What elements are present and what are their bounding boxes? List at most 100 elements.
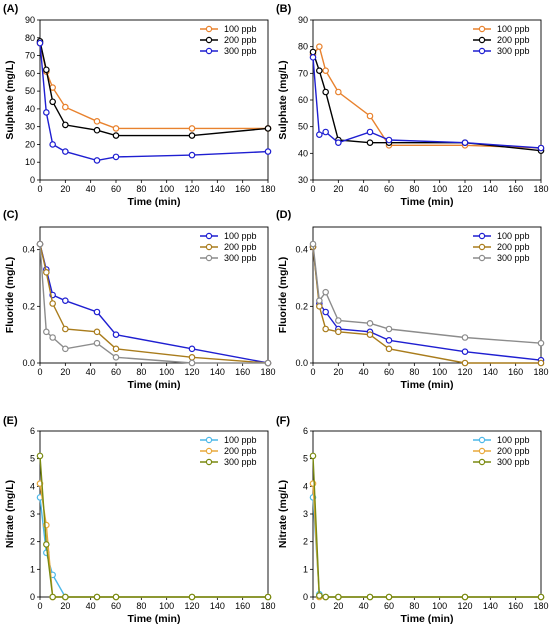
x-tick-label: 60 bbox=[384, 184, 394, 194]
legend-label: 100 ppb bbox=[497, 435, 530, 445]
legend-entry: 200 ppb bbox=[200, 242, 257, 252]
data-point bbox=[366, 320, 374, 327]
data-point bbox=[93, 328, 101, 336]
series-3 bbox=[309, 54, 545, 152]
series-line bbox=[312, 246, 542, 361]
legend-label: 300 ppb bbox=[224, 253, 257, 263]
x-tick-label: 120 bbox=[457, 367, 472, 377]
chart-panel-1: (A) 0 20 40 60 80 100 120 140 160 180 0 10 20 30 40 50 60… bbox=[3, 3, 276, 208]
y-tick-label: 30 bbox=[25, 122, 35, 132]
x-tick-label: 60 bbox=[111, 367, 121, 377]
y-tick-label: 90 bbox=[25, 15, 35, 25]
data-point bbox=[366, 128, 374, 136]
legend-label: 300 ppb bbox=[497, 253, 530, 263]
series-1 bbox=[309, 494, 545, 601]
plot-frame bbox=[312, 226, 542, 364]
legend-marker bbox=[205, 458, 213, 466]
data-point bbox=[316, 131, 323, 138]
x-tick-label: 40 bbox=[359, 184, 369, 194]
legend-label: 200 ppb bbox=[224, 242, 257, 252]
x-axis-label: Time (min) bbox=[128, 379, 181, 391]
series-3 bbox=[309, 452, 545, 601]
legend-entry: 100 ppb bbox=[200, 435, 257, 445]
x-axis-label: Time (min) bbox=[401, 379, 454, 391]
y-tick-label: 0.2 bbox=[295, 301, 308, 311]
y-tick-label: 6 bbox=[30, 426, 35, 436]
series-2 bbox=[36, 480, 272, 601]
legend-label: 300 ppb bbox=[497, 46, 530, 56]
data-point bbox=[264, 359, 272, 367]
data-point bbox=[36, 452, 44, 460]
data-point bbox=[309, 54, 317, 61]
series-3 bbox=[36, 240, 272, 367]
data-point bbox=[322, 128, 329, 136]
x-tick-label: 80 bbox=[409, 367, 419, 377]
legend-marker bbox=[205, 243, 213, 251]
y-tick-label: 1 bbox=[303, 564, 308, 574]
data-point bbox=[309, 452, 317, 460]
x-tick-label: 40 bbox=[86, 601, 96, 611]
data-point bbox=[385, 337, 393, 344]
legend-marker bbox=[205, 25, 213, 33]
data-point bbox=[62, 297, 69, 304]
x-tick-label: 120 bbox=[184, 184, 199, 194]
x-tick-label: 120 bbox=[184, 367, 199, 377]
series-line bbox=[39, 483, 268, 598]
y-axis-label: Sulphate (mg/L) bbox=[4, 60, 16, 139]
y-axis-label: Nitrate (mg/L) bbox=[277, 480, 289, 548]
legend-entry: 300 ppb bbox=[473, 253, 530, 263]
x-tick-label: 40 bbox=[86, 367, 96, 377]
data-point bbox=[366, 139, 374, 146]
legend-label: 300 ppb bbox=[224, 46, 257, 56]
series-1 bbox=[36, 494, 272, 601]
series-line bbox=[39, 497, 268, 598]
data-point bbox=[366, 331, 374, 338]
data-point bbox=[188, 345, 196, 353]
y-tick-label: 60 bbox=[25, 68, 35, 78]
data-point bbox=[461, 359, 469, 367]
x-tick-label: 20 bbox=[60, 601, 70, 611]
data-point bbox=[112, 132, 120, 139]
x-tick-label: 120 bbox=[457, 601, 472, 611]
legend-label: 200 ppb bbox=[497, 242, 530, 252]
series-3 bbox=[36, 39, 272, 164]
data-point bbox=[49, 593, 56, 601]
data-point bbox=[62, 103, 69, 111]
x-tick-label: 60 bbox=[384, 367, 394, 377]
plot-frame bbox=[39, 19, 269, 181]
data-point bbox=[335, 139, 342, 146]
x-tick-label: 140 bbox=[483, 367, 498, 377]
y-tick-label: 20 bbox=[25, 139, 35, 149]
legend-label: 100 ppb bbox=[497, 24, 530, 34]
x-tick-label: 80 bbox=[136, 601, 146, 611]
legend-marker bbox=[205, 447, 213, 455]
x-tick-label: 140 bbox=[210, 601, 225, 611]
x-tick-label: 100 bbox=[159, 367, 174, 377]
y-tick-label: 80 bbox=[25, 33, 35, 43]
x-tick-label: 180 bbox=[533, 184, 548, 194]
x-tick-label: 20 bbox=[60, 184, 70, 194]
data-point bbox=[49, 98, 56, 106]
legend-label: 300 ppb bbox=[224, 457, 257, 467]
data-point bbox=[43, 109, 50, 116]
data-point bbox=[62, 593, 69, 601]
series-line bbox=[39, 243, 269, 364]
data-point bbox=[112, 593, 120, 601]
x-tick-label: 60 bbox=[111, 184, 121, 194]
x-tick-label: 80 bbox=[136, 184, 146, 194]
series-2 bbox=[309, 48, 545, 154]
legend-marker bbox=[478, 458, 486, 466]
data-point bbox=[316, 67, 323, 74]
legend-marker bbox=[205, 232, 213, 240]
legend-marker bbox=[205, 47, 213, 55]
legend-entry: 200 ppb bbox=[200, 446, 257, 456]
data-point bbox=[93, 339, 101, 347]
x-tick-label: 100 bbox=[159, 184, 174, 194]
data-point bbox=[43, 269, 50, 276]
x-tick-label: 160 bbox=[235, 184, 250, 194]
y-axis-label: Fluoride (mg/L) bbox=[277, 257, 289, 333]
legend-label: 200 ppb bbox=[497, 35, 530, 45]
x-axis-label: Time (min) bbox=[401, 613, 454, 625]
y-tick-label: 2 bbox=[303, 537, 308, 547]
